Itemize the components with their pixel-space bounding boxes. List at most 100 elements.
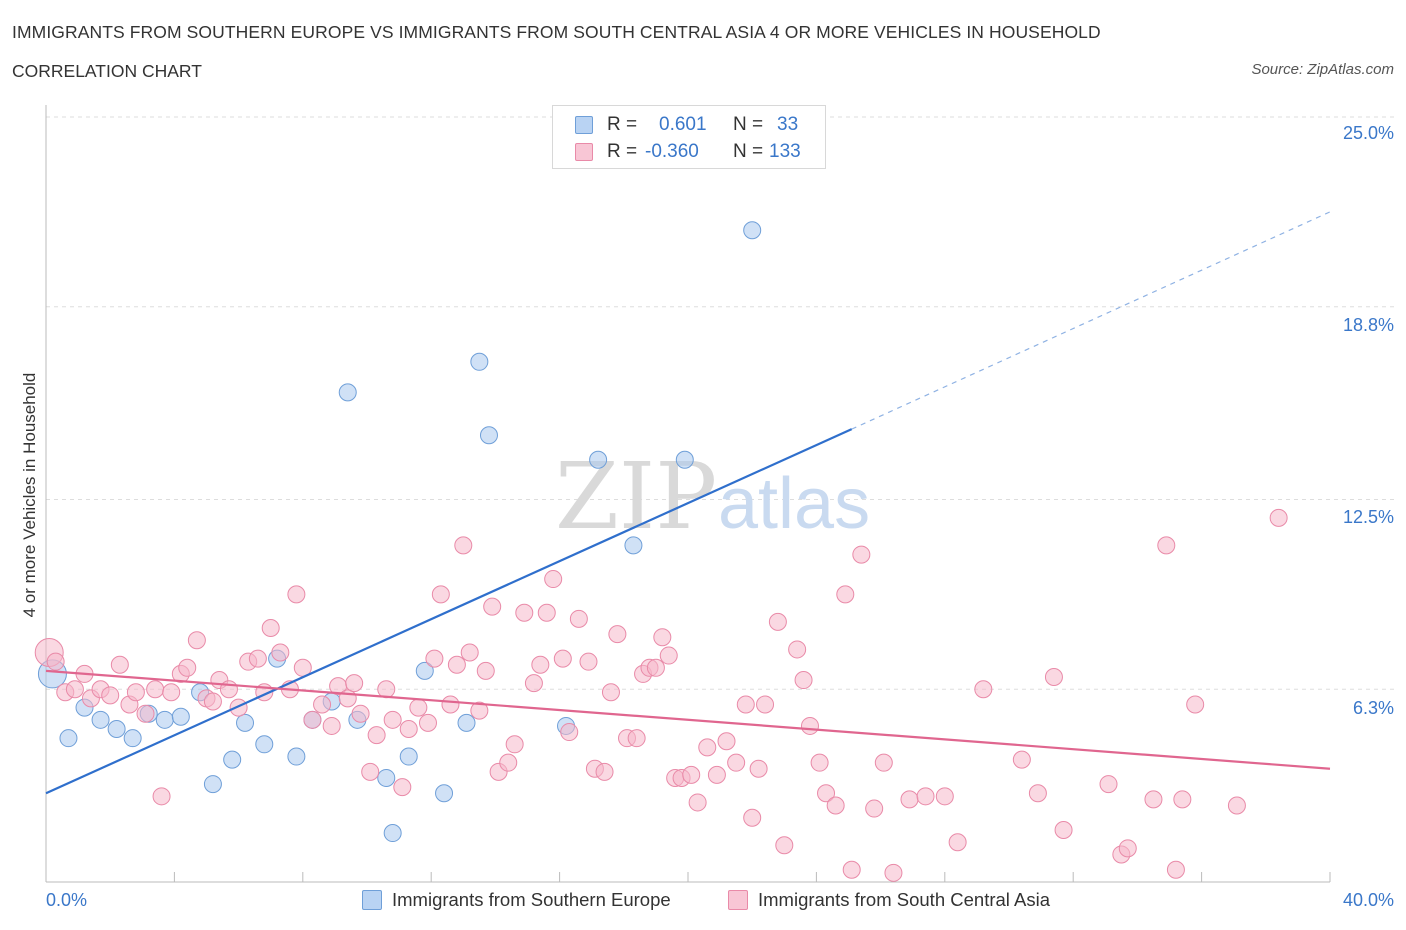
south-central-asia-point — [646, 658, 665, 677]
south-central-asia-point — [884, 863, 903, 882]
south-central-asia-point — [101, 686, 120, 705]
southern-europe-point — [399, 747, 418, 766]
southern-europe-point — [236, 713, 255, 732]
south-central-asia-point — [367, 726, 386, 745]
south-central-asia-point — [229, 698, 248, 717]
south-central-asia-point — [65, 680, 84, 699]
south-central-asia-point — [842, 860, 861, 879]
legend-n-value: 133 — [769, 141, 801, 162]
south-central-asia-point — [447, 655, 466, 674]
southern-europe-point — [479, 426, 498, 445]
southern-europe-point — [624, 536, 643, 555]
south-central-asia-point — [717, 732, 736, 751]
south-central-asia-point — [595, 762, 614, 781]
south-central-asia-point — [393, 778, 412, 797]
bottom-legend-label: Immigrants from Southern Europe — [392, 889, 671, 910]
south-central-asia-point — [688, 793, 707, 812]
southern-europe-point — [287, 747, 306, 766]
south-central-asia-point — [775, 836, 794, 855]
south-central-asia-point — [743, 808, 762, 827]
south-central-asia-point — [531, 655, 550, 674]
y-tick-label-25: 25.0% — [1342, 123, 1394, 143]
bottom-legend-swatch-blue — [362, 890, 382, 910]
south-central-asia-point — [1173, 790, 1192, 809]
southern-europe-point — [223, 750, 242, 769]
south-central-asia-point — [483, 597, 502, 616]
southern-europe-point — [383, 824, 402, 843]
south-central-asia-point — [794, 671, 813, 690]
south-central-asia-point — [1012, 750, 1031, 769]
south-central-asia-point — [178, 658, 197, 677]
southern-europe-point — [255, 735, 274, 754]
south-central-asia-point — [749, 759, 768, 778]
south-central-asia-point — [1166, 860, 1185, 879]
bottom-legend-southern-europe: Immigrants from Southern Europe — [362, 889, 671, 911]
south-central-asia-point — [399, 720, 418, 738]
south-central-asia-point — [425, 649, 444, 668]
south-central-asia-point — [187, 631, 206, 650]
southern-europe-point — [338, 383, 357, 402]
southern-europe-point — [155, 710, 174, 729]
south-central-asia-point — [659, 646, 678, 665]
legend-swatch-blue — [575, 116, 593, 134]
south-central-asia-point — [560, 723, 579, 742]
south-central-asia-point — [682, 765, 701, 784]
south-central-asia-point — [1118, 839, 1137, 858]
south-central-asia-point — [865, 799, 884, 818]
series-south-central-asia-points — [34, 508, 1288, 882]
south-central-asia-point — [935, 787, 954, 806]
south-central-asia-point — [1186, 695, 1205, 714]
south-central-asia-point — [460, 643, 479, 662]
axes — [45, 105, 1331, 883]
south-central-asia-point — [768, 612, 787, 631]
south-central-asia-point — [322, 716, 341, 735]
south-central-asia-point — [1269, 508, 1288, 527]
legend-n-value: 33 — [777, 114, 799, 135]
correlation-legend: R = 0.601 N = 33 R = -0.360 N = 133 — [552, 105, 826, 169]
south-central-asia-point — [1227, 796, 1246, 815]
south-central-asia-point — [152, 787, 171, 806]
south-central-asia-point — [1099, 775, 1118, 794]
x-tick-label-min: 0.0% — [46, 890, 88, 910]
south-central-asia-point — [1028, 784, 1047, 803]
south-central-asia-point — [345, 674, 364, 693]
trend-lines — [45, 211, 1331, 795]
trend-line-southern-europe — [45, 428, 853, 795]
southern-europe-point — [171, 707, 190, 726]
south-central-asia-point — [351, 704, 370, 723]
bottom-legend-label: Immigrants from South Central Asia — [758, 889, 1050, 910]
x-tick-label-max: 40.0% — [1342, 890, 1394, 910]
south-central-asia-point — [608, 625, 627, 644]
grid-lines — [46, 116, 1394, 690]
legend-n-label: N = — [733, 114, 764, 135]
south-central-asia-point — [836, 585, 855, 604]
south-central-asia-point — [303, 710, 322, 729]
south-central-asia-point — [248, 649, 267, 668]
south-central-asia-point — [852, 545, 871, 564]
trend-line-south-central-asia — [45, 669, 1331, 770]
south-central-asia-point — [537, 603, 556, 622]
south-central-asia-point — [1157, 536, 1176, 555]
south-central-asia-point — [736, 695, 755, 714]
south-central-asia-point — [271, 643, 290, 662]
south-central-asia-point — [515, 603, 534, 622]
southern-europe-point — [675, 450, 694, 469]
southern-europe-point — [107, 720, 126, 738]
south-central-asia-point — [499, 753, 518, 772]
y-tick-label-12-5: 12.5% — [1342, 507, 1394, 527]
south-central-asia-point — [1044, 667, 1063, 686]
y-tick-label-6-3: 6.3% — [1352, 698, 1394, 718]
south-central-asia-point — [788, 640, 807, 659]
south-central-asia-point — [361, 762, 380, 781]
southern-europe-point — [203, 775, 222, 794]
south-central-asia-point — [418, 713, 437, 732]
south-central-asia-point — [569, 609, 588, 628]
south-central-asia-point — [601, 683, 620, 702]
south-central-asia-point — [900, 790, 919, 809]
south-central-asia-point — [377, 680, 396, 699]
south-central-asia-point — [126, 683, 145, 702]
south-central-asia-point — [431, 585, 450, 604]
southern-europe-point — [435, 784, 454, 803]
south-central-asia-point — [476, 661, 495, 680]
